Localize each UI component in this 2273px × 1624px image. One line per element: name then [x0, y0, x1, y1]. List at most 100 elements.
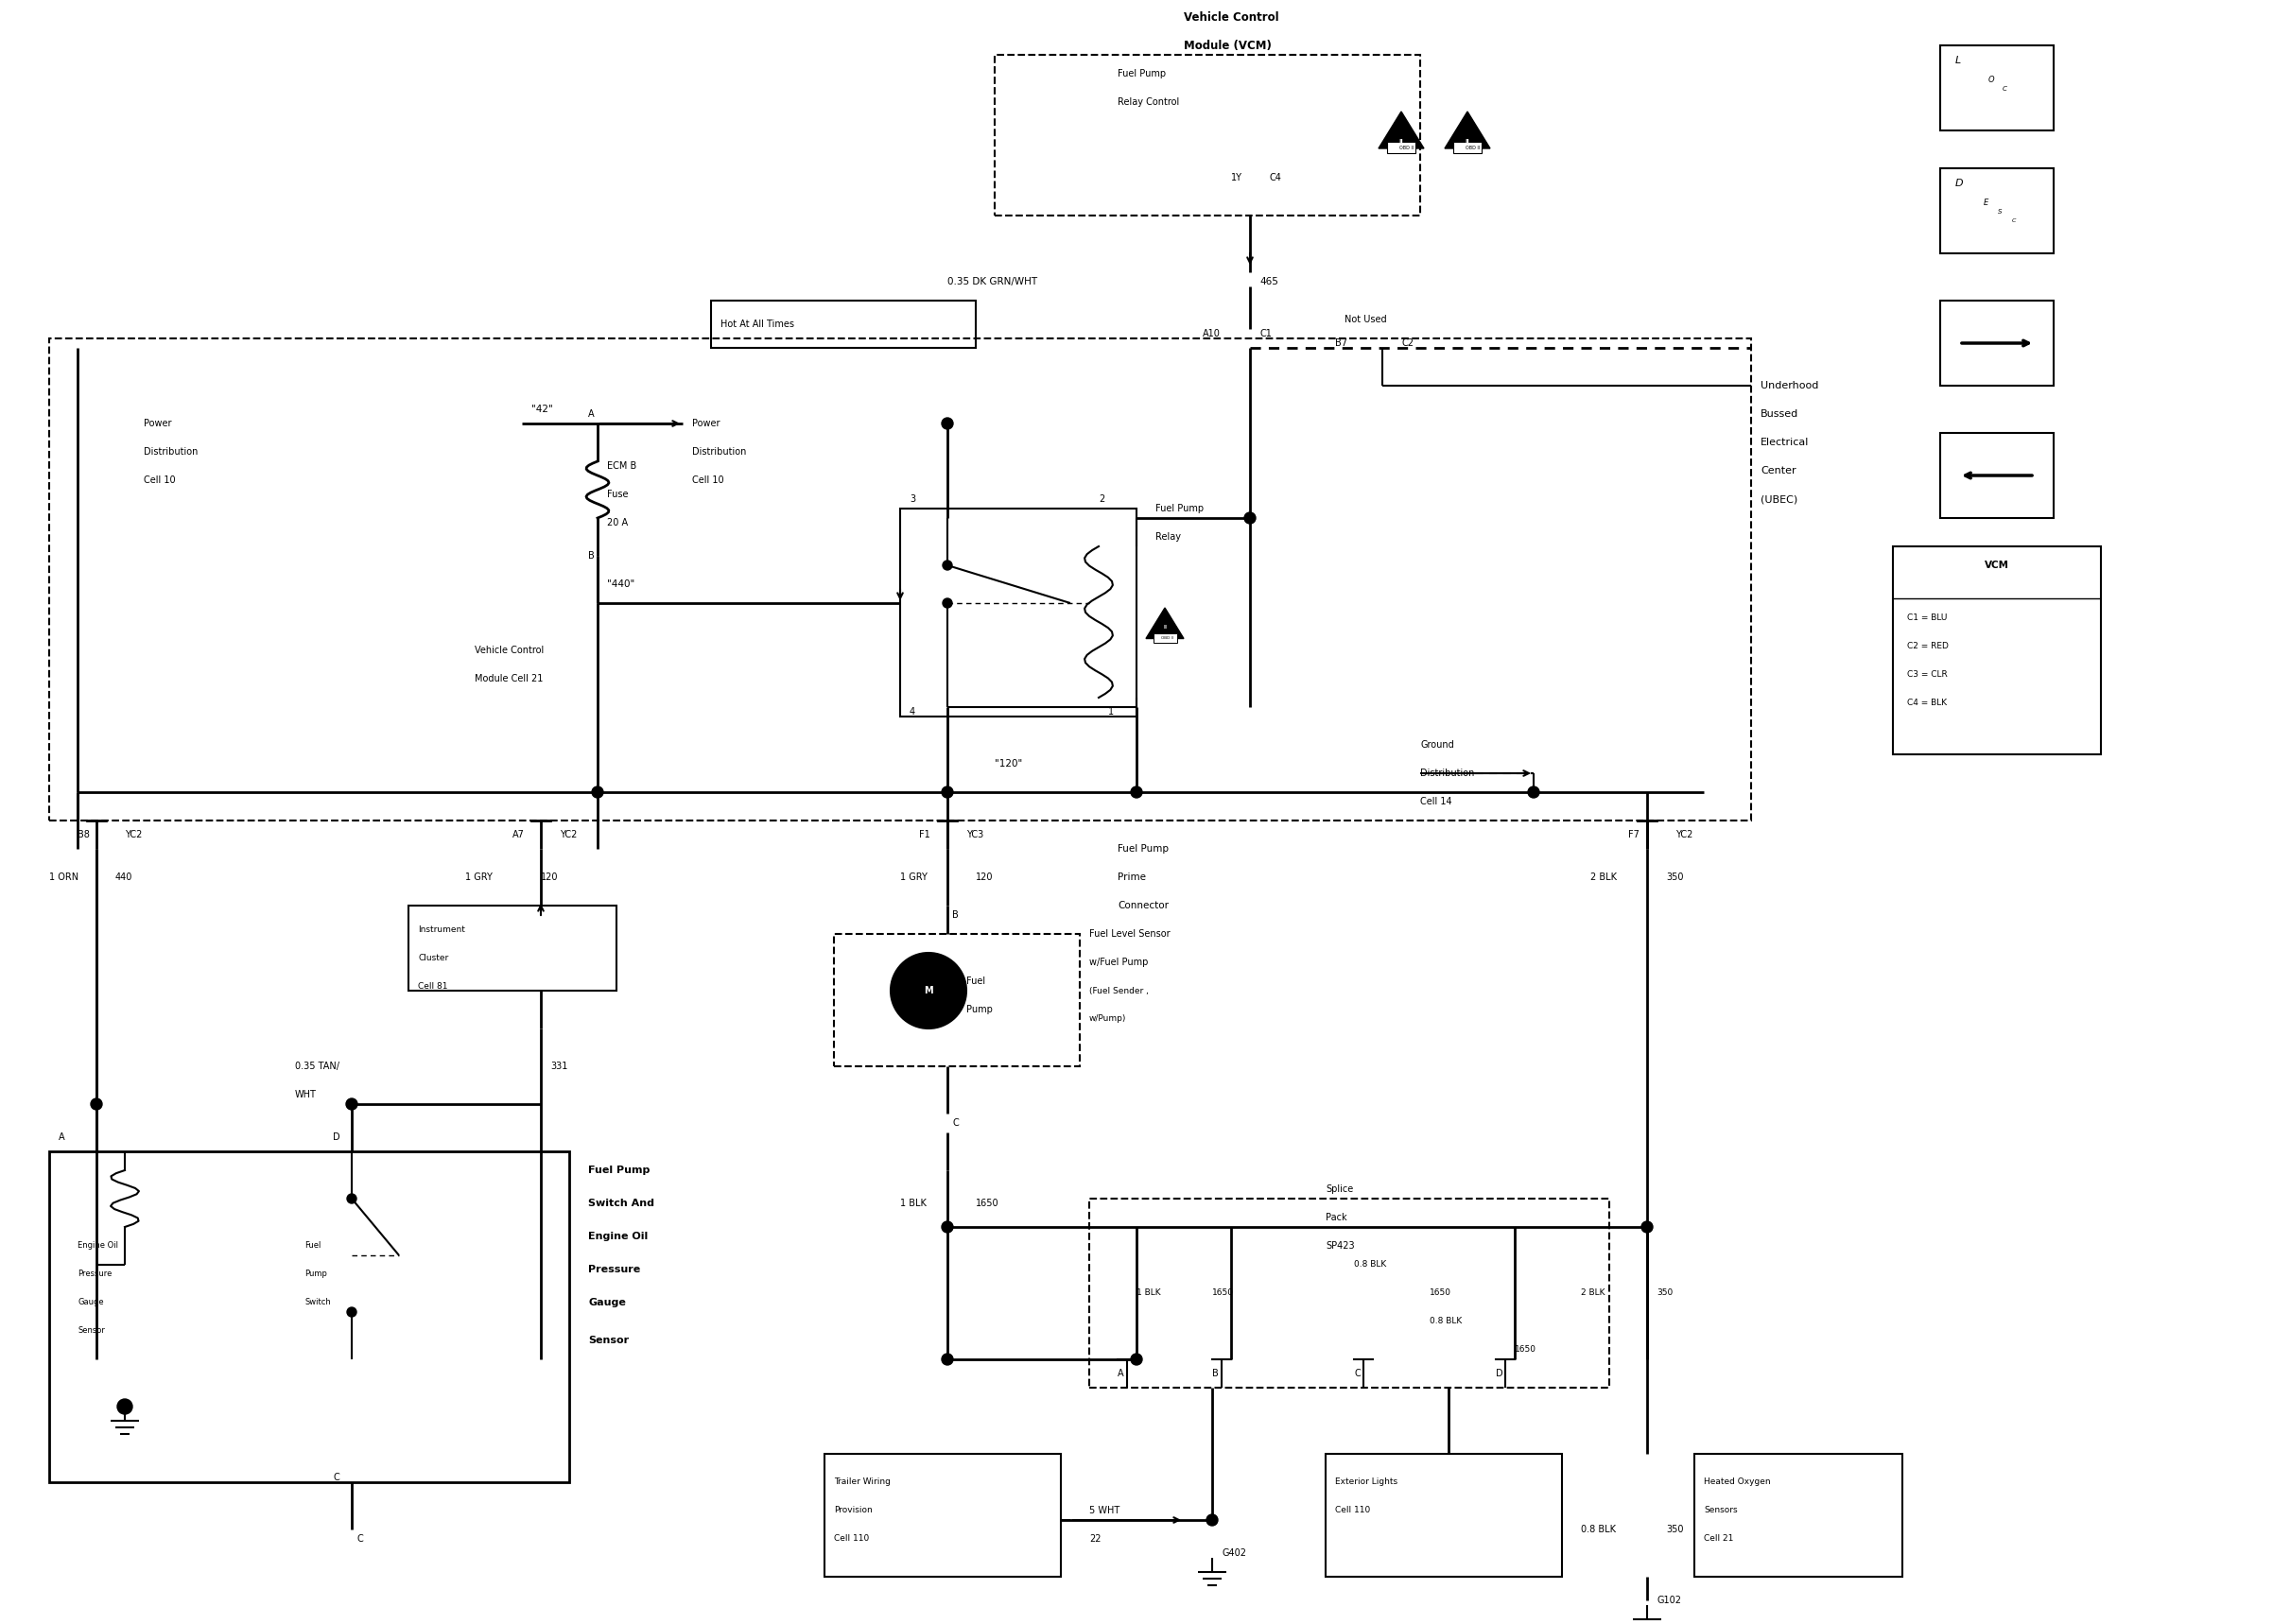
Text: Module (VCM): Module (VCM) — [1184, 39, 1271, 52]
Text: $S$: $S$ — [1998, 206, 2003, 214]
Text: B: B — [952, 911, 959, 919]
Text: 1 BLK: 1 BLK — [900, 1199, 927, 1208]
Text: Vehicle Control: Vehicle Control — [1184, 11, 1280, 23]
Text: 1Y: 1Y — [1232, 174, 1243, 182]
Text: Cluster: Cluster — [418, 953, 448, 961]
Bar — [1941, 169, 2053, 253]
Text: Prime: Prime — [1118, 872, 1146, 882]
Circle shape — [1641, 1221, 1652, 1233]
Text: G402: G402 — [1221, 1548, 1246, 1557]
Text: Power: Power — [143, 419, 170, 429]
Bar — [1941, 45, 2053, 130]
Text: D: D — [332, 1132, 341, 1142]
Text: Fuse: Fuse — [607, 490, 627, 499]
Text: Switch And: Switch And — [589, 1199, 655, 1208]
Polygon shape — [1446, 112, 1491, 148]
Text: Fuel Pump: Fuel Pump — [1155, 503, 1205, 513]
Text: A: A — [1118, 1369, 1123, 1379]
Text: F1: F1 — [918, 830, 930, 840]
Text: 4: 4 — [909, 706, 916, 716]
Circle shape — [941, 1221, 952, 1233]
Circle shape — [345, 1098, 357, 1109]
Text: 465: 465 — [1259, 278, 1277, 286]
Text: Cell 110: Cell 110 — [834, 1535, 868, 1543]
Text: Switch: Switch — [305, 1298, 330, 1307]
Text: "42": "42" — [532, 404, 552, 414]
Bar — [900, 508, 1136, 716]
Circle shape — [1132, 786, 1141, 797]
Text: A: A — [589, 409, 593, 419]
Text: 0.35 TAN/: 0.35 TAN/ — [295, 1062, 339, 1070]
Text: Pump: Pump — [966, 1005, 993, 1015]
Text: Power: Power — [691, 419, 721, 429]
Text: Pump: Pump — [305, 1270, 327, 1278]
Bar — [1387, 141, 1416, 153]
Text: 2 BLK: 2 BLK — [1582, 1289, 1605, 1298]
Bar — [825, 1453, 1061, 1577]
Text: B: B — [1212, 1369, 1218, 1379]
Text: Relay Control: Relay Control — [1118, 97, 1180, 107]
Bar — [409, 906, 616, 991]
Text: Engine Oil: Engine Oil — [589, 1231, 648, 1241]
Text: C3 = CLR: C3 = CLR — [1907, 669, 1948, 679]
Text: 331: 331 — [550, 1062, 568, 1070]
Text: 0.35 DK GRN/WHT: 0.35 DK GRN/WHT — [948, 278, 1036, 286]
Text: A7: A7 — [511, 830, 525, 840]
Text: 0.8 BLK: 0.8 BLK — [1355, 1260, 1387, 1268]
Text: 440: 440 — [116, 872, 132, 882]
Text: w/Fuel Pump: w/Fuel Pump — [1089, 958, 1148, 966]
Text: 1 ORN: 1 ORN — [50, 872, 80, 882]
Text: 0.8 BLK: 0.8 BLK — [1430, 1317, 1462, 1325]
Text: G102: G102 — [1657, 1596, 1682, 1605]
Bar — [1893, 546, 2100, 754]
Text: Ground: Ground — [1421, 741, 1455, 750]
Text: Distribution: Distribution — [1421, 768, 1475, 778]
Text: $C$: $C$ — [2003, 84, 2007, 93]
Text: 1 GRY: 1 GRY — [466, 872, 493, 882]
Text: Heated Oxygen: Heated Oxygen — [1705, 1478, 1771, 1486]
Text: Pressure: Pressure — [77, 1270, 111, 1278]
Text: 5 WHT: 5 WHT — [1089, 1505, 1121, 1515]
Polygon shape — [1146, 607, 1184, 638]
Text: Exterior Lights: Exterior Lights — [1334, 1478, 1398, 1486]
Text: OBD II: OBD II — [1466, 145, 1480, 149]
Text: OBD II: OBD II — [1400, 145, 1414, 149]
Text: M: M — [923, 986, 932, 996]
Text: Fuel: Fuel — [305, 1242, 320, 1250]
Text: Fuel Pump: Fuel Pump — [589, 1166, 650, 1176]
Text: Provision: Provision — [834, 1507, 873, 1515]
Text: Cell 14: Cell 14 — [1421, 797, 1452, 807]
Text: C2 = RED: C2 = RED — [1907, 641, 1948, 650]
Text: Underhood: Underhood — [1762, 382, 1818, 390]
Text: Gauge: Gauge — [77, 1298, 105, 1307]
Text: C: C — [952, 1119, 959, 1127]
Text: YC3: YC3 — [966, 830, 984, 840]
Bar — [711, 300, 975, 348]
Circle shape — [1243, 512, 1255, 523]
Text: Hot At All Times: Hot At All Times — [721, 320, 793, 330]
Text: 1 GRY: 1 GRY — [900, 872, 927, 882]
Text: 350: 350 — [1666, 1525, 1684, 1535]
Text: A10: A10 — [1202, 330, 1221, 338]
Bar — [1452, 141, 1482, 153]
Text: Instrument: Instrument — [418, 926, 466, 934]
Text: Sensor: Sensor — [77, 1327, 105, 1335]
Text: II: II — [1398, 140, 1402, 143]
Text: Vehicle Control: Vehicle Control — [475, 646, 543, 654]
Text: Cell 81: Cell 81 — [418, 981, 448, 991]
Text: Cell 10: Cell 10 — [691, 476, 723, 486]
Text: 1 BLK: 1 BLK — [1136, 1289, 1162, 1298]
Circle shape — [91, 1098, 102, 1109]
Text: B8: B8 — [77, 830, 89, 840]
Circle shape — [591, 786, 602, 797]
Text: Sensors: Sensors — [1705, 1507, 1737, 1515]
Text: 120: 120 — [541, 872, 559, 882]
Bar — [50, 338, 1750, 820]
Text: 0.8 BLK: 0.8 BLK — [1582, 1525, 1616, 1535]
Text: C: C — [1355, 1369, 1359, 1379]
Text: SP423: SP423 — [1325, 1241, 1355, 1250]
Text: Bussed: Bussed — [1762, 409, 1798, 419]
Polygon shape — [1377, 112, 1423, 148]
Circle shape — [943, 560, 952, 570]
Text: Electrical: Electrical — [1762, 437, 1809, 447]
